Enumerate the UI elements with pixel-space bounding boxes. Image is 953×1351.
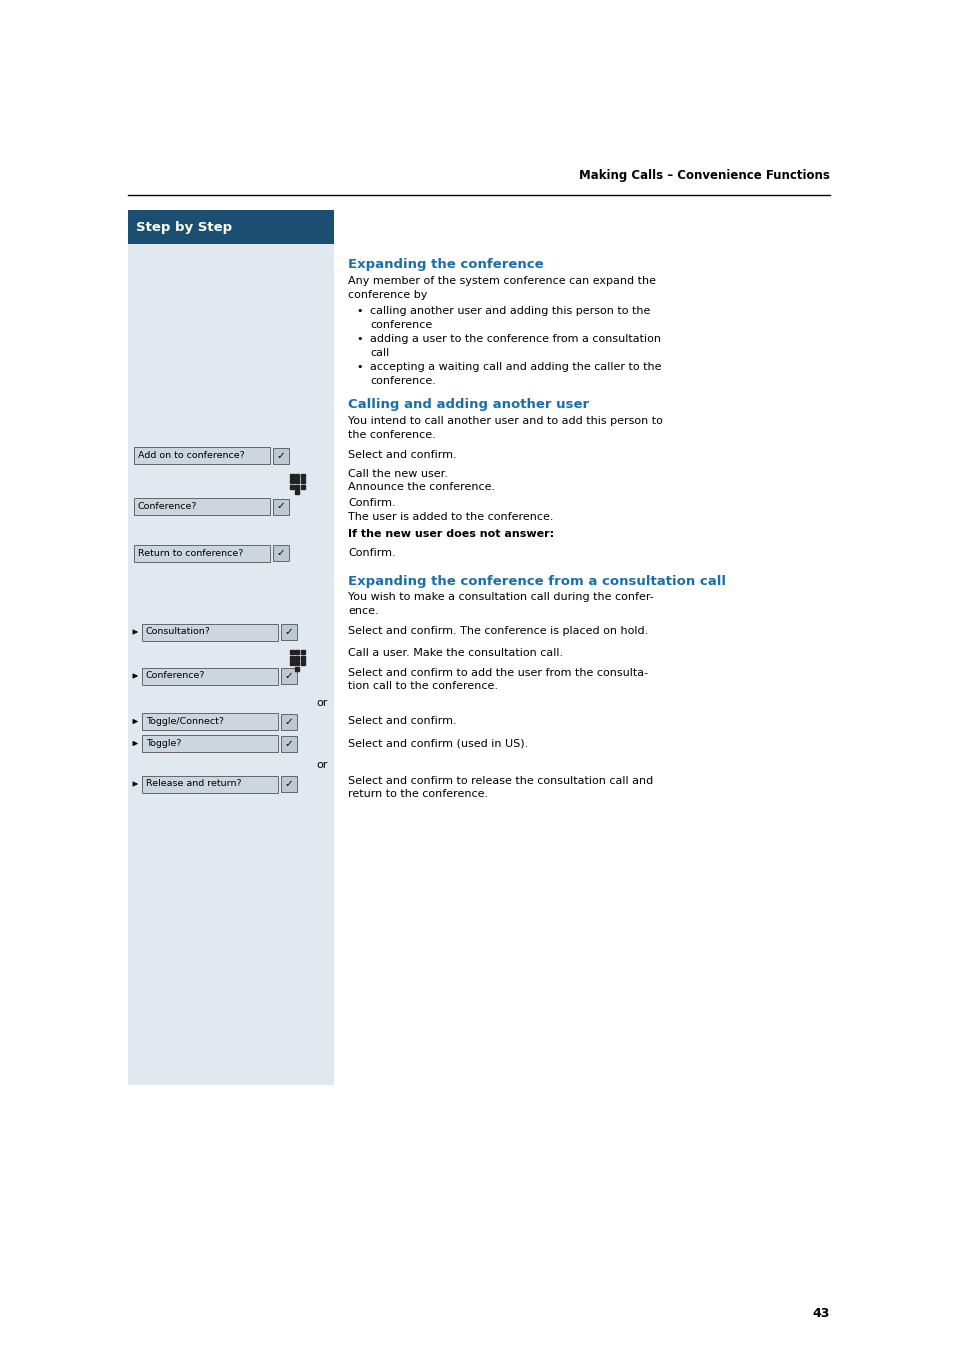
Bar: [273, 544, 289, 561]
Text: Conference?: Conference?: [138, 503, 197, 511]
Text: ✓: ✓: [284, 739, 294, 748]
Text: accepting a waiting call and adding the caller to the: accepting a waiting call and adding the …: [370, 362, 660, 372]
Bar: [128, 209, 334, 1085]
Bar: [273, 447, 289, 463]
Text: Expanding the conference from a consultation call: Expanding the conference from a consulta…: [348, 574, 725, 588]
Text: Consultation?: Consultation?: [146, 627, 211, 636]
Bar: [142, 713, 277, 730]
Text: conference by: conference by: [348, 289, 427, 300]
Text: If the new user does not answer:: If the new user does not answer:: [348, 530, 554, 539]
Text: You intend to call another user and to add this person to: You intend to call another user and to a…: [348, 416, 662, 426]
Text: Call the new user.: Call the new user.: [348, 469, 447, 480]
Text: Return to conference?: Return to conference?: [138, 549, 243, 558]
Bar: [281, 735, 296, 751]
Text: the conference.: the conference.: [348, 430, 436, 439]
Bar: [128, 209, 334, 245]
Text: Release and return?: Release and return?: [146, 780, 241, 789]
Bar: [142, 735, 277, 753]
Text: ✓: ✓: [276, 549, 285, 558]
Text: •: •: [356, 334, 363, 345]
Text: conference: conference: [370, 319, 432, 330]
Text: Announce the conference.: Announce the conference.: [348, 482, 495, 493]
Text: Add on to conference?: Add on to conference?: [138, 451, 245, 459]
Text: ✓: ✓: [284, 671, 294, 681]
Text: ✓: ✓: [276, 501, 285, 512]
Text: Call a user. Make the consultation call.: Call a user. Make the consultation call.: [348, 648, 562, 658]
Text: Toggle?: Toggle?: [146, 739, 181, 748]
Text: Select and confirm. The conference is placed on hold.: Select and confirm. The conference is pl…: [348, 627, 648, 636]
Text: Toggle/Connect?: Toggle/Connect?: [146, 717, 224, 725]
Text: Select and confirm.: Select and confirm.: [348, 450, 456, 459]
Text: tion call to the conference.: tion call to the conference.: [348, 681, 497, 690]
Bar: [281, 775, 296, 792]
Text: Step by Step: Step by Step: [136, 220, 232, 234]
Text: calling another user and adding this person to the: calling another user and adding this per…: [370, 305, 650, 316]
Text: or: or: [316, 761, 328, 770]
Text: Confirm.: Confirm.: [348, 499, 395, 508]
Text: •: •: [356, 362, 363, 372]
Text: The user is added to the conference.: The user is added to the conference.: [348, 512, 553, 521]
Text: or: or: [316, 697, 328, 708]
Text: ence.: ence.: [348, 607, 378, 616]
Bar: [133, 447, 270, 463]
Bar: [142, 624, 277, 640]
Bar: [281, 667, 296, 684]
Text: Expanding the conference: Expanding the conference: [348, 258, 543, 272]
Text: •: •: [356, 305, 363, 316]
Text: ✓: ✓: [276, 450, 285, 461]
Text: 43: 43: [812, 1306, 829, 1320]
Text: call: call: [370, 347, 389, 358]
Bar: [273, 499, 289, 515]
Text: Select and confirm to add the user from the consulta-: Select and confirm to add the user from …: [348, 667, 647, 677]
Text: Confirm.: Confirm.: [348, 547, 395, 558]
Text: adding a user to the conference from a consultation: adding a user to the conference from a c…: [370, 334, 660, 345]
Text: Making Calls – Convenience Functions: Making Calls – Convenience Functions: [578, 169, 829, 182]
Text: ✓: ✓: [284, 780, 294, 789]
Text: return to the conference.: return to the conference.: [348, 789, 488, 798]
Bar: [142, 667, 277, 685]
Text: Select and confirm (used in US).: Select and confirm (used in US).: [348, 738, 528, 748]
Text: Calling and adding another user: Calling and adding another user: [348, 399, 589, 411]
Text: Select and confirm.: Select and confirm.: [348, 716, 456, 725]
Bar: [133, 499, 270, 515]
Text: ✓: ✓: [284, 716, 294, 727]
Bar: [281, 713, 296, 730]
Text: conference.: conference.: [370, 376, 436, 385]
Text: Any member of the system conference can expand the: Any member of the system conference can …: [348, 276, 656, 286]
Text: Conference?: Conference?: [146, 671, 205, 681]
Text: Select and confirm to release the consultation call and: Select and confirm to release the consul…: [348, 775, 653, 785]
Text: ✓: ✓: [284, 627, 294, 638]
Bar: [281, 624, 296, 640]
Text: You wish to make a consultation call during the confer-: You wish to make a consultation call dur…: [348, 593, 653, 603]
Bar: [133, 544, 270, 562]
Bar: [142, 775, 277, 793]
